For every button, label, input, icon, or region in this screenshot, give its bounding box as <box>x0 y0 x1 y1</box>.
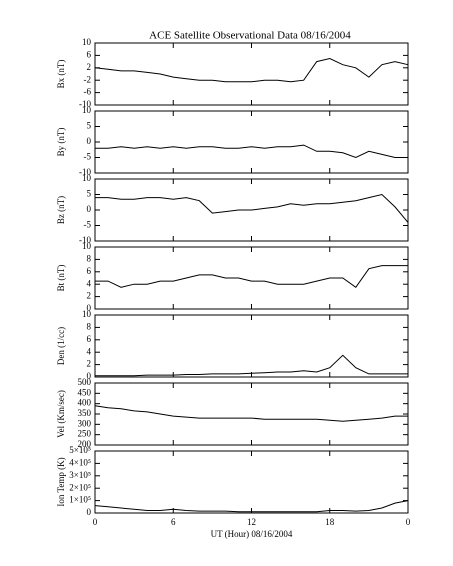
y-tick-label: 4 <box>87 278 92 288</box>
y-tick-label: 6 <box>87 49 92 59</box>
y-tick-label: 0 <box>87 136 92 146</box>
data-line <box>95 265 408 288</box>
panel-frame <box>94 450 409 514</box>
y-tick-label: -10 <box>79 235 91 245</box>
panel-frame <box>94 246 409 310</box>
y-tick-label: 0 <box>87 204 92 214</box>
y-tick-label: 200 <box>78 439 92 449</box>
y-tick-label: 10 <box>82 241 92 251</box>
y-tick-label: 450 <box>78 387 92 397</box>
y-tick-label: 400 <box>78 398 92 408</box>
y-tick-label: 5×10⁵ <box>69 445 91 455</box>
y-tick-label: 5 <box>87 121 92 131</box>
y-tick-label: 0 <box>87 507 92 517</box>
data-line <box>95 354 408 377</box>
y-axis-label: Den (1/cc) <box>56 327 66 365</box>
panel-frame <box>94 314 409 378</box>
y-tick-label: -10 <box>79 99 91 109</box>
data-line <box>94 500 409 513</box>
y-tick-label: -2 <box>84 74 92 84</box>
y-tick-label: 4 <box>87 346 92 356</box>
y-tick-label: -6 <box>84 87 92 97</box>
x-tick-label: 18 <box>325 517 335 527</box>
x-tick-label: 6 <box>171 517 176 527</box>
y-axis-label: Vel (Km/sec) <box>56 390 66 438</box>
x-tick-label: 0 <box>93 517 98 527</box>
y-tick-label: 0 <box>87 371 92 381</box>
data-line <box>94 405 408 422</box>
y-tick-label: 1×10⁵ <box>69 495 91 505</box>
y-axis-label: Bt (nT) <box>56 265 66 292</box>
y-tick-label: 300 <box>78 418 92 428</box>
y-axis-label: By (nT) <box>56 128 66 157</box>
data-line <box>95 193 409 223</box>
y-axis-label: Bx (nT) <box>56 60 66 89</box>
y-tick-label: 500 <box>78 377 92 387</box>
y-tick-label: 8 <box>87 253 92 263</box>
y-tick-label: 350 <box>78 408 92 418</box>
y-tick-label: 2 <box>87 359 92 369</box>
x-axis-label: UT (Hour) 08/16/2004 <box>211 529 293 539</box>
y-tick-label: -5 <box>84 152 92 162</box>
y-tick-label: 10 <box>82 105 92 115</box>
y-tick-label: 2 <box>87 62 92 72</box>
y-tick-label: 6 <box>87 334 92 344</box>
y-tick-label: 250 <box>78 429 92 439</box>
y-tick-label: 10 <box>82 309 92 319</box>
y-tick-label: 10 <box>82 173 92 183</box>
y-axis-label: Bz (nT) <box>56 196 66 224</box>
panel-frame <box>94 42 409 106</box>
y-tick-label: 2 <box>87 291 92 301</box>
panel-frame <box>94 382 409 446</box>
y-tick-label: 8 <box>87 321 92 331</box>
y-tick-label: 3×10⁵ <box>69 470 91 480</box>
y-tick-label: 4×10⁵ <box>69 457 91 467</box>
x-tick-label: 0 <box>406 517 411 527</box>
y-tick-label: 10 <box>82 37 92 47</box>
y-tick-label: -5 <box>84 220 92 230</box>
data-line <box>95 144 408 159</box>
y-tick-label: 2×10⁵ <box>69 482 91 492</box>
y-tick-label: 6 <box>87 266 92 276</box>
y-axis-label: Ion Temp (K) <box>56 457 66 506</box>
y-tick-label: 0 <box>87 303 92 313</box>
x-tick-label: 12 <box>247 517 256 527</box>
y-tick-label: 5 <box>87 189 92 199</box>
panel-frame <box>94 110 409 174</box>
chart-title: ACE Satellite Observational Data 08/16/2… <box>149 30 351 42</box>
y-tick-label: -10 <box>79 167 91 177</box>
data-line <box>94 57 409 83</box>
